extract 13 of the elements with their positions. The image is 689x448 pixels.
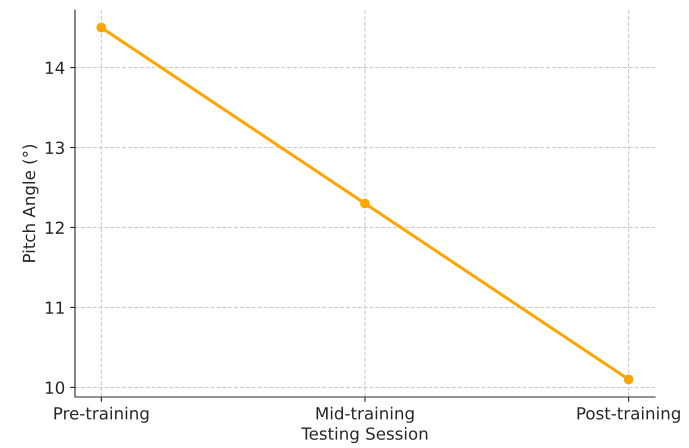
- y-axis-title: Pitch Angle (°): [22, 144, 39, 262]
- x-tick-label: Mid-training: [316, 406, 414, 423]
- point: [624, 374, 634, 384]
- x-axis-title: Testing Session: [301, 427, 428, 444]
- y-tick-label: 14: [46, 62, 64, 74]
- point: [360, 198, 370, 208]
- y-tick-label: 10: [46, 381, 64, 394]
- y-tick-label: 12: [46, 221, 64, 234]
- point: [96, 22, 106, 32]
- x-tick-label: Pre-training: [54, 406, 148, 423]
- y-tick-label: 13: [46, 141, 64, 154]
- x-tick-label: Post-training: [578, 406, 680, 423]
- y-tick-label: 11: [46, 302, 64, 314]
